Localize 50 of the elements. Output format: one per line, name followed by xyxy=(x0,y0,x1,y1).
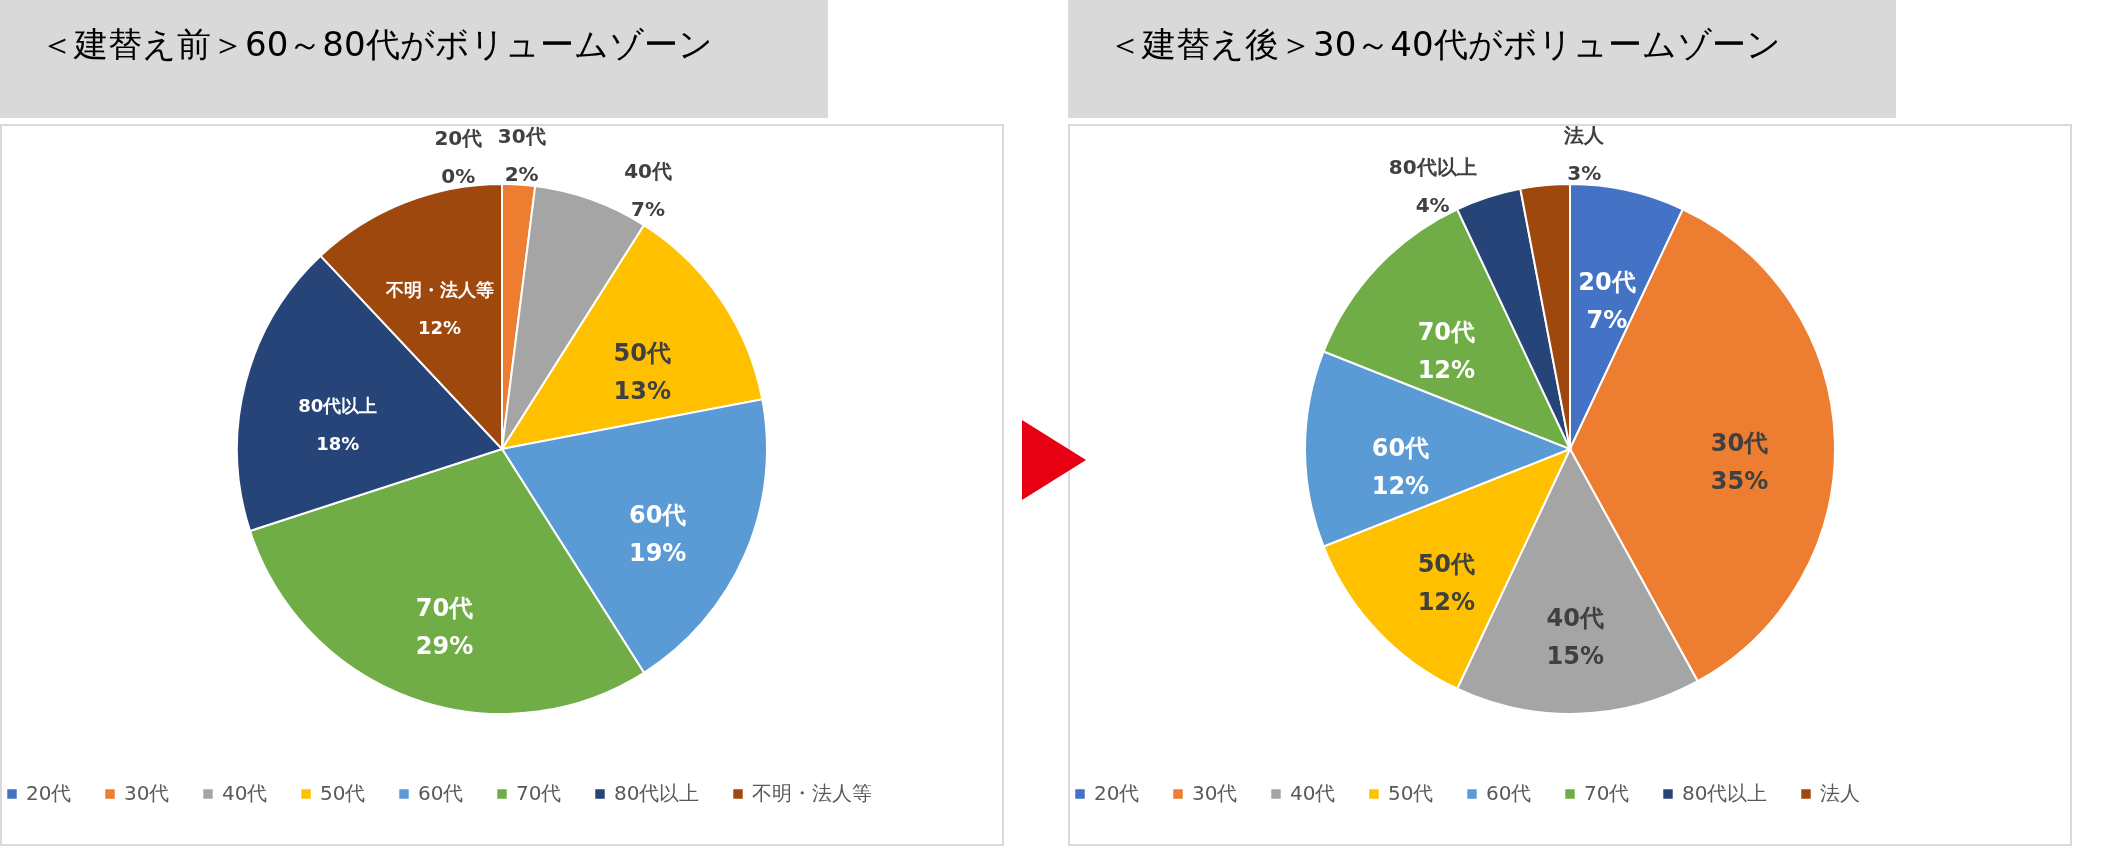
chart-title: ＜建替え後＞30～40代がボリュームゾーン xyxy=(1068,0,1897,118)
data-label: 35% xyxy=(1710,466,1769,495)
slice-label: 不明・法人等 xyxy=(384,279,494,301)
legend-label: 60代 xyxy=(418,781,464,805)
legend-label: 80代以上 xyxy=(1682,781,1768,805)
slice-label: 20代 xyxy=(1578,268,1636,297)
slice-label: 80代以上 xyxy=(1388,154,1477,179)
data-label: 7% xyxy=(1586,306,1628,335)
legend-label: 不明・法人等 xyxy=(752,781,872,805)
slice-label: 80代以上 xyxy=(298,394,378,416)
slice-label: 50代 xyxy=(1417,550,1476,579)
data-label: 12% xyxy=(1417,355,1476,384)
legend-label: 40代 xyxy=(1290,781,1336,805)
slice-label: 50代 xyxy=(613,338,671,367)
legend-label: 40代 xyxy=(222,781,268,805)
data-label: 29% xyxy=(415,631,474,660)
slice-label: 60代 xyxy=(628,501,687,530)
data-label: 18% xyxy=(316,432,360,454)
data-label: 12% xyxy=(418,317,462,339)
category-label: 20代 xyxy=(434,126,483,151)
chart-title: ＜建替え前＞60～80代がボリュームゾーン xyxy=(0,0,829,118)
slice-label: 40代 xyxy=(624,159,672,184)
data-label: 4% xyxy=(1415,192,1450,217)
legend-label: 法人 xyxy=(1820,781,1860,805)
legend-label: 50代 xyxy=(320,781,366,805)
slice-label: 40代 xyxy=(1546,603,1605,632)
slice-label: 70代 xyxy=(415,593,474,622)
data-label: 13% xyxy=(613,376,671,405)
data-label: 12% xyxy=(1417,588,1476,617)
slice-label: 法人 xyxy=(1563,123,1606,148)
legend-label: 50代 xyxy=(1388,781,1434,805)
data-label: 7% xyxy=(631,197,666,222)
text: 0% xyxy=(441,164,476,189)
data-label: 3% xyxy=(1567,161,1602,186)
data-label: 12% xyxy=(1371,472,1430,500)
legend-label: 70代 xyxy=(516,781,562,805)
data-label: 15% xyxy=(1546,641,1605,670)
legend-label: 60代 xyxy=(1486,781,1532,805)
legend-label: 30代 xyxy=(124,781,170,805)
slice-label: 30代 xyxy=(1710,428,1769,457)
slice-label: 30代 xyxy=(497,123,546,148)
legend-label: 70代 xyxy=(1584,781,1630,805)
legend-label: 20代 xyxy=(26,781,72,805)
slice-label: 70代 xyxy=(1417,317,1476,346)
legend-label: 80代以上 xyxy=(614,781,700,805)
slice-label: 60代 xyxy=(1371,434,1430,462)
data-label: 2% xyxy=(504,161,539,186)
legend-label: 30代 xyxy=(1192,781,1238,805)
data-label: 19% xyxy=(628,539,687,568)
legend-label: 20代 xyxy=(1094,781,1140,805)
